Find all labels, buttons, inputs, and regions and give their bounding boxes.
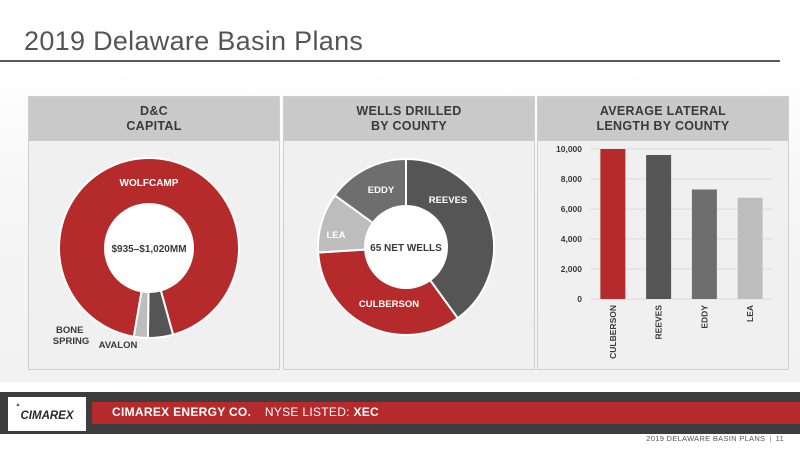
capital-label-bone-spring: BONE SPRING	[53, 325, 89, 347]
lateral-panel: AVERAGE LATERAL LENGTH BY COUNTY 0 2,000 4…	[537, 96, 789, 370]
footer-nyse-label: NYSE LISTED:	[264, 405, 350, 419]
capital-heading-line2: CAPITAL	[126, 119, 182, 133]
capital-panel-heading: D&C CAPITAL	[29, 97, 279, 141]
wells-center-label: 65 NET WELLS	[370, 243, 442, 254]
footer-ticker: XEC	[353, 405, 380, 419]
wells-label-lea: LEA	[327, 230, 346, 241]
wells-heading-line1: WELLS DRILLED	[356, 104, 462, 118]
bar-ytick-label: 4,000	[561, 234, 583, 244]
capital-heading-line1: D&C	[140, 104, 168, 118]
bar-reeves	[646, 155, 672, 299]
bar-ytick-label: 6,000	[561, 204, 583, 214]
wells-label-reeves: REEVES	[429, 195, 468, 206]
footer-red-band	[92, 402, 800, 424]
title-rule	[0, 60, 780, 62]
bar-lea	[737, 197, 763, 299]
page-number: 11	[775, 434, 784, 443]
lateral-bar-chart: 0 2,000 4,000 6,000 8,000 10,000 CULBERSON REE…	[556, 144, 773, 359]
lateral-panel-heading: AVERAGE LATERAL LENGTH BY COUNTY	[538, 97, 788, 141]
lateral-heading-line1: AVERAGE LATERAL	[599, 104, 727, 118]
bar-xlabel-culberson: CULBERSON	[608, 305, 618, 359]
capital-label-wolfcamp: WOLFCAMP	[120, 178, 179, 189]
capital-label-avalon: AVALON	[99, 340, 138, 351]
bar-eddy	[691, 189, 717, 299]
page-footer: 2019 DELAWARE BASIN PLANS | 11	[646, 434, 784, 443]
capital-panel: D&C CAPITAL $935–$1,020MM WOLFCAMP BONE …	[28, 96, 280, 370]
capital-center-label: $935–$1,020MM	[111, 244, 186, 255]
wells-donut-chart: 65 NET WELLS REEVES CULBERSON LEA EDDY	[317, 157, 495, 336]
logo-wordmark: CIMAREX	[20, 410, 74, 422]
lateral-heading-line2: LENGTH BY COUNTY	[596, 119, 730, 133]
bar-culberson	[600, 149, 626, 299]
wells-label-culberson: CULBERSON	[359, 299, 419, 310]
wells-slice-culberson	[317, 245, 460, 336]
capital-donut-chart: $935–$1,020MM WOLFCAMP BONE SPRING AVALO…	[53, 157, 240, 351]
wells-panel-heading: WELLS DRILLED BY COUNTY	[284, 97, 534, 141]
wells-slice-reeves	[405, 157, 495, 320]
bar-xlabel-lea: LEA	[745, 305, 755, 322]
bar-ytick-label: 0	[577, 294, 582, 304]
footer-company: CIMAREX ENERGY CO.	[112, 405, 252, 419]
wells-heading-line2: BY COUNTY	[370, 119, 448, 133]
slide-title: 2019 Delaware Basin Plans	[24, 26, 364, 56]
bar-ytick-label: 2,000	[561, 264, 583, 274]
footer-company-line: CIMAREX ENERGY CO. NYSE LISTED: XEC	[112, 405, 379, 419]
bar-ytick-label: 8,000	[561, 174, 583, 184]
bar-xlabel-eddy: EDDY	[699, 305, 709, 329]
wells-label-eddy: EDDY	[368, 185, 395, 196]
bar-xlabel-reeves: REEVES	[654, 305, 664, 340]
wells-donut-hole	[364, 205, 448, 289]
wells-panel: WELLS DRILLED BY COUNTY 65 NET WELLS REE…	[283, 96, 535, 370]
capital-donut-hole	[104, 203, 194, 293]
bar-ytick-label: 10,000	[556, 144, 582, 154]
cimarex-logo: CIMAREX	[8, 397, 86, 431]
page-footer-label: 2019 DELAWARE BASIN PLANS	[646, 434, 766, 443]
